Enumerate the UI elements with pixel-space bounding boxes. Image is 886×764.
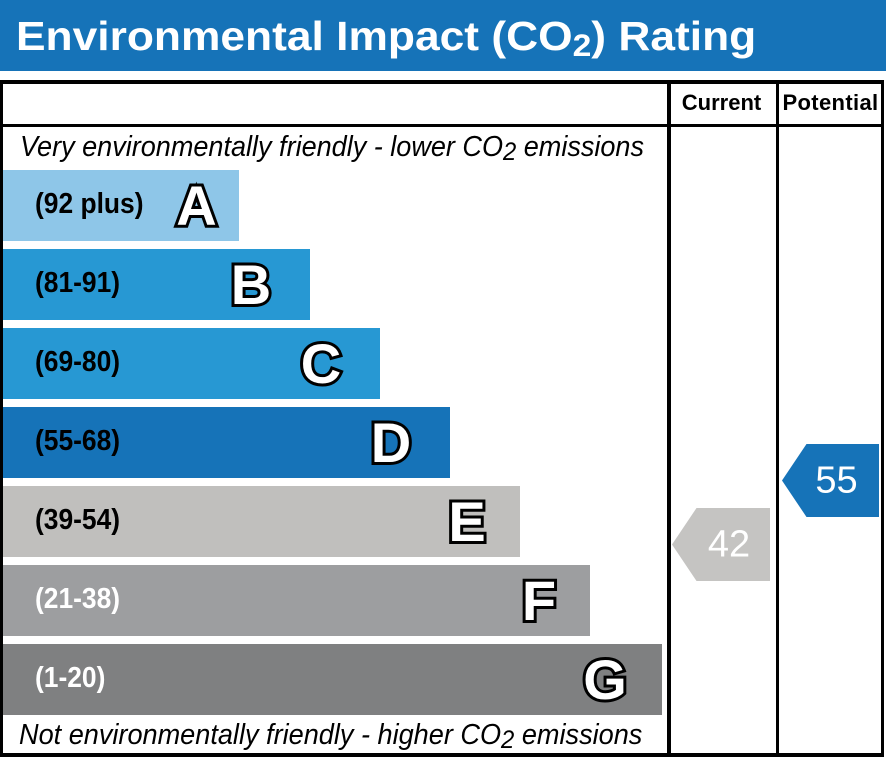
svg-text:42: 42 xyxy=(708,524,750,566)
svg-text:55: 55 xyxy=(815,460,857,502)
